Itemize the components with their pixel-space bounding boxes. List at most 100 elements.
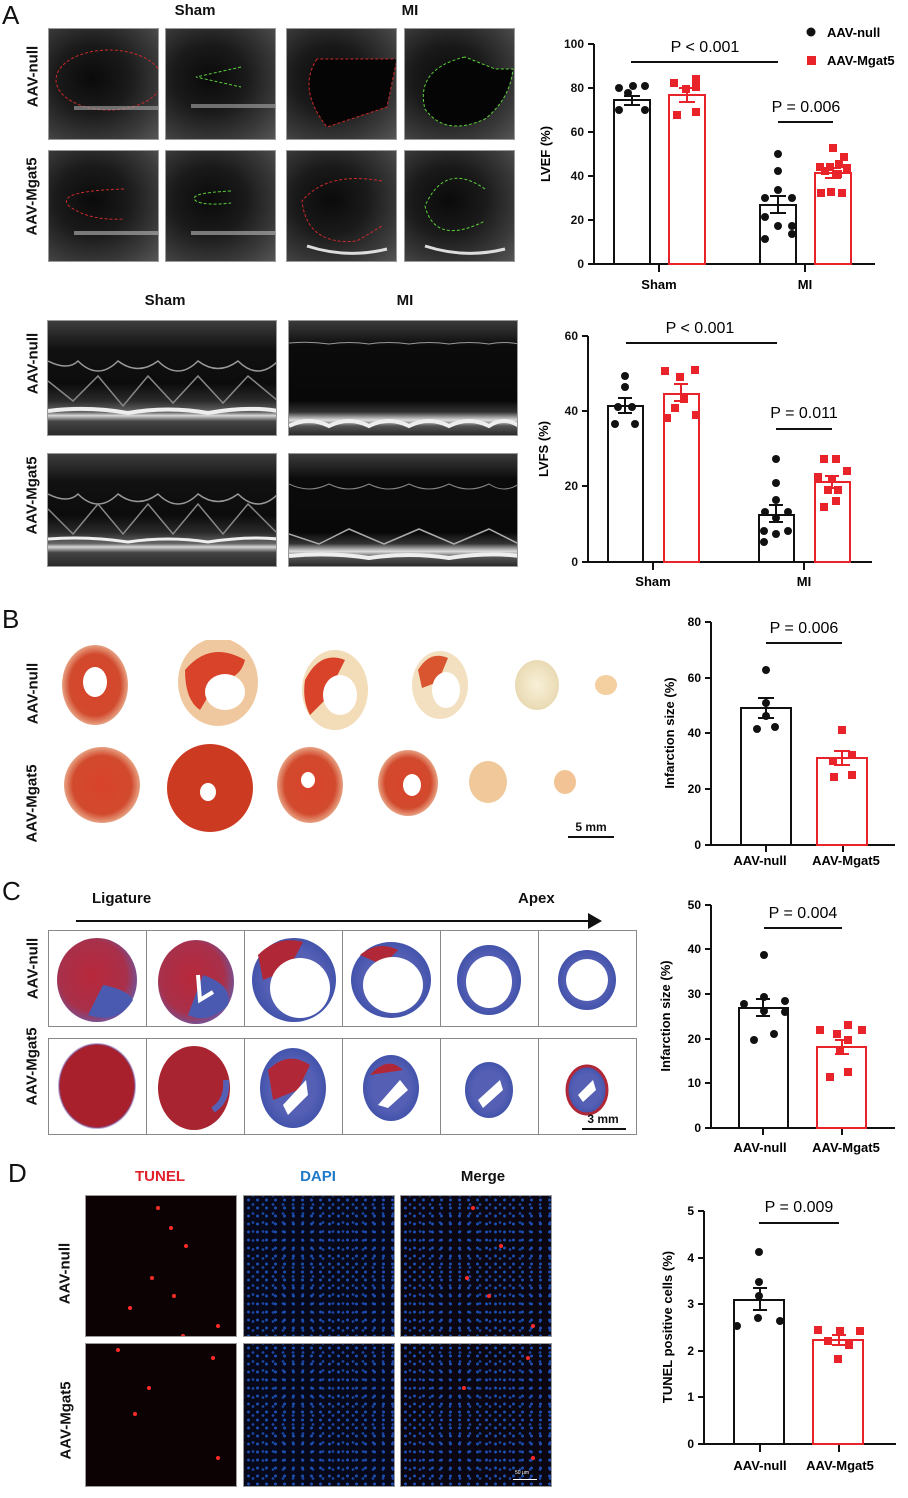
mmode-col-label-sham: Sham <box>144 292 186 309</box>
lvef-ytick: 100 <box>564 37 584 51</box>
lvef-xtick-mi: MI <box>798 277 812 292</box>
merge-image-mgat5: 50 μm <box>400 1343 552 1487</box>
tunel-row-label-aav-mgat5: AAV-Mgat5 <box>57 1381 75 1460</box>
echo-image-mgat5-sham-systole <box>165 150 276 262</box>
mmode-col-label-mi: MI <box>396 292 414 309</box>
panel-letter-b: B <box>2 604 20 634</box>
tunel-ytick: 0 <box>687 1437 694 1451</box>
merge-image-null <box>400 1195 552 1337</box>
tunel-ytick: 1 <box>687 1390 694 1404</box>
masson-ylabel: Infarction size (%) <box>658 960 673 1071</box>
lvfs-ytick: 20 <box>565 479 579 493</box>
legend-label-aav-null: AAV-null <box>827 25 880 40</box>
masson-row-label-aav-null: AAV-null <box>24 937 42 1000</box>
lvef-xtick-sham: Sham <box>641 277 676 292</box>
lvef-pvalue-mi: P = 0.006 <box>772 99 841 116</box>
col-label-tunel: TUNEL <box>135 1168 185 1185</box>
echo-image-mgat5-sham-diastole <box>48 150 159 262</box>
tunel-ylabel: TUNEL positive cells (%) <box>660 1251 675 1403</box>
row-label-aav-null: AAV-null <box>24 45 42 108</box>
chart-lvfs: 60 40 20 0 LVFS (%) Sham MI P < 0.001 P … <box>536 320 872 589</box>
ttc-ytick: 60 <box>688 671 702 685</box>
ttc-row-label-aav-mgat5: AAV-Mgat5 <box>23 764 41 843</box>
col-label-merge: Merge <box>460 1168 506 1185</box>
lvef-pvalue-sham-vs-mi: P < 0.001 <box>671 39 740 56</box>
lvef-ylabel: LVEF (%) <box>538 126 553 182</box>
tunel-ytick: 3 <box>687 1297 694 1311</box>
chart-infarct-ttc: 80 60 40 20 0 Infarction size (%) AAV-nu… <box>662 615 895 868</box>
masson-trichrome-image-grid <box>48 930 637 1135</box>
panel-letter-c: C <box>2 876 21 906</box>
echo-image-null-sham-systole <box>165 28 276 140</box>
lvef-ytick: 80 <box>571 81 585 95</box>
masson-ytick: 10 <box>688 1076 702 1090</box>
tunel-ytick: 4 <box>687 1251 694 1265</box>
arrow-head-icon <box>588 913 602 929</box>
mmode-image-null-sham <box>47 320 277 436</box>
echo-image-mgat5-mi-systole <box>404 150 515 262</box>
masson-xtick-mgat5: AAV-Mgat5 <box>812 1140 880 1155</box>
masson-ytick: 30 <box>688 987 702 1001</box>
ttc-scale-bar <box>568 836 614 838</box>
mmode-image-null-mi <box>288 320 518 436</box>
chart-lvef: 100 80 60 40 20 0 LVEF (%) Sham MI P < 0… <box>538 25 895 292</box>
masson-scale-bar-label: 3 mm <box>587 1112 619 1126</box>
tunel-ytick: 2 <box>687 1344 694 1358</box>
chart-infarct-masson: 50 40 30 20 10 0 Infarction size (%) AAV… <box>658 898 895 1155</box>
mmode-row-label-aav-mgat5: AAV-Mgat5 <box>23 456 41 535</box>
tunel-pvalue: P = 0.009 <box>765 1199 834 1216</box>
masson-ytick: 20 <box>688 1032 702 1046</box>
lvfs-xtick-mi: MI <box>797 574 811 589</box>
legend-circle-icon <box>806 27 816 37</box>
col-label-sham: Sham <box>174 2 216 19</box>
ttc-pvalue: P = 0.006 <box>770 620 839 637</box>
ttc-slice-image <box>62 640 617 832</box>
masson-pvalue: P = 0.004 <box>769 905 838 922</box>
ttc-ylabel: Infarction size (%) <box>662 677 677 788</box>
lvfs-ylabel: LVFS (%) <box>536 421 551 477</box>
mmode-image-mgat5-mi <box>288 453 518 567</box>
lvfs-pvalue-sham-vs-mi: P < 0.001 <box>666 320 735 337</box>
chart-tunel: 5 4 3 2 1 0 TUNEL positive cells (%) AAV… <box>660 1199 896 1473</box>
legend-label-aav-mgat5: AAV-Mgat5 <box>827 53 895 68</box>
tunel-row-label-aav-null: AAV-null <box>56 1242 74 1305</box>
ttc-xtick-mgat5: AAV-Mgat5 <box>812 853 880 868</box>
ttc-ytick: 20 <box>688 782 702 796</box>
tunel-image-mgat5 <box>85 1343 237 1487</box>
lvfs-ytick: 0 <box>571 555 578 569</box>
tunel-ytick: 5 <box>687 1204 694 1218</box>
masson-ytick: 40 <box>688 942 702 956</box>
lvfs-ytick: 40 <box>565 404 579 418</box>
lvfs-xtick-sham: Sham <box>635 574 670 589</box>
legend-square-icon <box>807 56 816 65</box>
echo-image-mgat5-mi-diastole <box>286 150 397 262</box>
row-label-aav-mgat5: AAV-Mgat5 <box>23 157 41 236</box>
echo-image-null-sham-diastole <box>48 28 159 140</box>
tunel-image-null <box>85 1195 237 1337</box>
fluorescence-scale-bar <box>513 1479 537 1480</box>
arrow-label-apex: Apex <box>518 890 555 907</box>
echo-image-null-mi-diastole <box>286 28 397 140</box>
ttc-ytick: 0 <box>694 838 701 852</box>
col-label-mi: MI <box>401 2 419 19</box>
ttc-row-label-aav-null: AAV-null <box>24 662 42 725</box>
lvef-ytick: 60 <box>571 125 585 139</box>
lvef-ytick: 0 <box>577 257 584 271</box>
col-label-dapi: DAPI <box>300 1168 336 1185</box>
mmode-row-label-aav-null: AAV-null <box>24 332 42 395</box>
arrow-label-ligature: Ligature <box>92 890 152 907</box>
ttc-ytick: 80 <box>688 615 702 629</box>
lvfs-ytick: 60 <box>565 329 579 343</box>
mmode-image-mgat5-sham <box>47 453 277 567</box>
dapi-image-null <box>243 1195 395 1337</box>
masson-ytick: 0 <box>694 1121 701 1135</box>
ttc-ytick: 40 <box>688 726 702 740</box>
echo-image-null-mi-systole <box>404 28 515 140</box>
masson-row-label-aav-mgat5: AAV-Mgat5 <box>23 1027 41 1106</box>
lvfs-pvalue-mi: P = 0.011 <box>770 405 838 422</box>
lvef-ytick: 20 <box>571 213 585 227</box>
tunel-xtick-null: AAV-null <box>733 1458 786 1473</box>
ttc-scale-bar-label: 5 mm <box>575 820 607 834</box>
fluorescence-scale-bar-label: 50 μm <box>515 1470 529 1476</box>
masson-xtick-null: AAV-null <box>733 1140 786 1155</box>
